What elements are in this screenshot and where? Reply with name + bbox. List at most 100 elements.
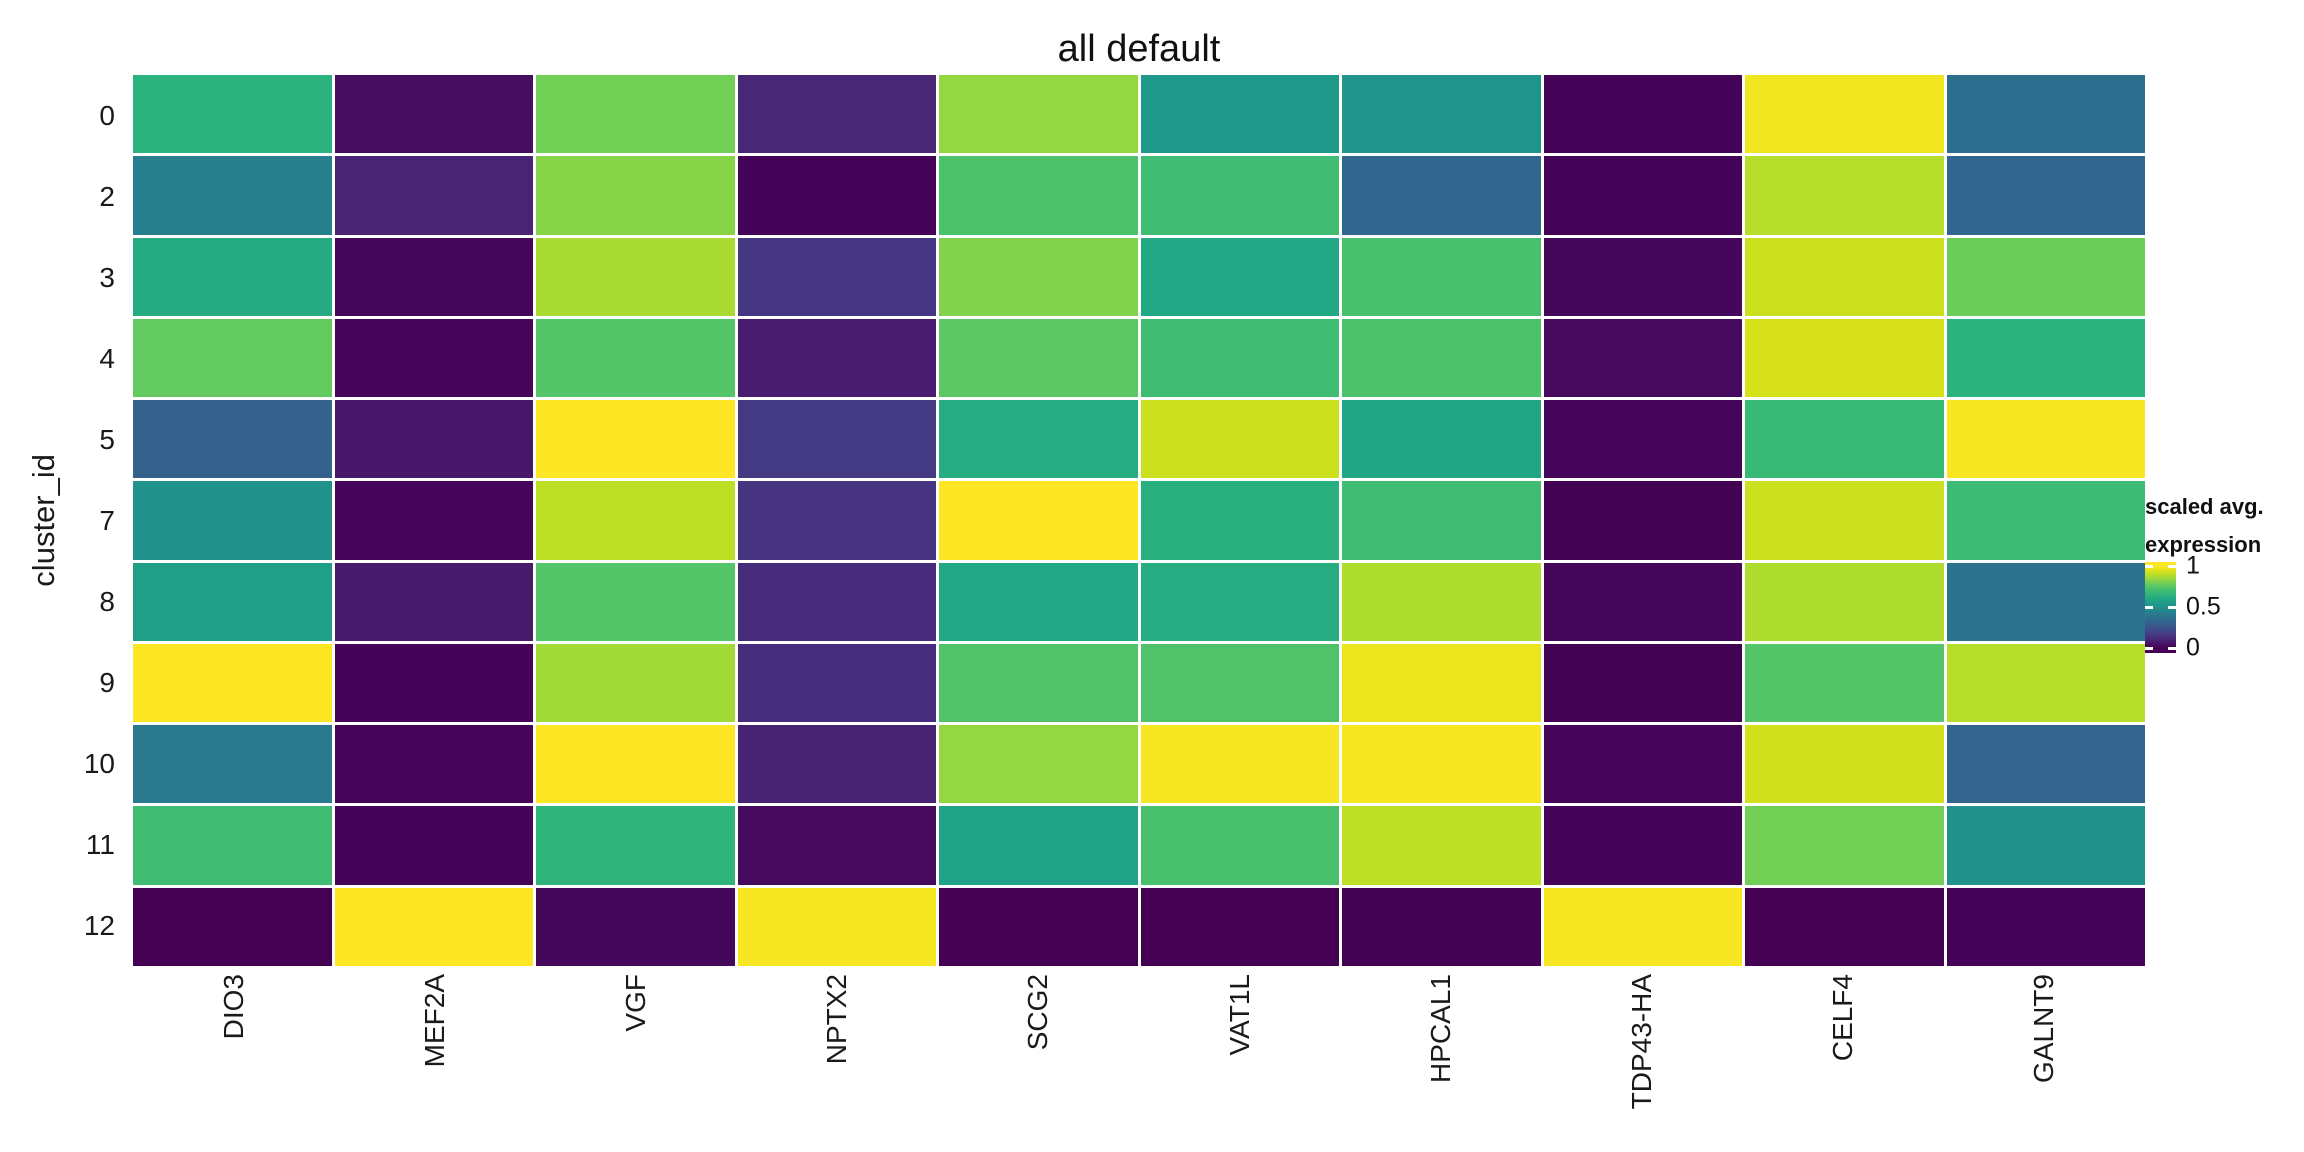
heatmap-cell (133, 562, 332, 641)
x-tick-label-cell: MEF2A (334, 974, 535, 1152)
y-tick-label: 12 (83, 909, 115, 941)
heatmap-cell (334, 725, 533, 804)
heatmap-cell (939, 643, 1138, 723)
heatmap-cell (737, 562, 936, 641)
heatmap-cell (334, 806, 533, 885)
heatmap-cell (737, 400, 936, 479)
heatmap-cell (737, 806, 936, 885)
x-tick-label-cell: GALNT9 (1944, 974, 2145, 1152)
legend-tick-label: 1 (2186, 551, 2200, 580)
heatmap-cell (536, 318, 735, 398)
heatmap-cell (536, 643, 735, 723)
y-tick-label: 10 (83, 747, 115, 779)
heatmap-cell (1745, 400, 1944, 479)
x-tick-labels: DIO3 MEF2A VGF NPTX2 SCG2 VAT1L HPCAL1 TDP43-HA… (133, 974, 2145, 1152)
heatmap-cell (1140, 562, 1339, 641)
heatmap-cell (1543, 887, 1742, 966)
legend-tick-mark (2168, 605, 2176, 609)
heatmap-cell (1342, 643, 1541, 723)
x-tick-label: GALNT9 (2028, 974, 2060, 1083)
heatmap-cell (1745, 562, 1944, 641)
y-tick-label: 2 (99, 180, 115, 212)
heatmap-cell (939, 237, 1138, 316)
legend-tick-mark (2168, 646, 2176, 650)
y-tick-label: 5 (99, 423, 115, 455)
heatmap-cell (1543, 806, 1742, 885)
heatmap-cell (536, 725, 735, 804)
heatmap-cell (1946, 318, 2145, 398)
heatmap-cell (1946, 481, 2145, 560)
legend-tick-label: 0 (2186, 633, 2200, 662)
x-tick-label-cell: SCG2 (938, 974, 1139, 1152)
heatmap-cell (1342, 400, 1541, 479)
heatmap-cell (536, 562, 735, 641)
x-tick-label: TDP43-HA (1626, 974, 1658, 1110)
heatmap-cell (1745, 237, 1944, 316)
heatmap-cell (939, 562, 1138, 641)
heatmap-cell (1140, 318, 1339, 398)
heatmap-cell (939, 887, 1138, 966)
heatmap-cell (1946, 887, 2145, 966)
heatmap-cell (1543, 725, 1742, 804)
heatmap-cell (1745, 887, 1944, 966)
heatmap-cell (1946, 725, 2145, 804)
heatmap-cell (1342, 725, 1541, 804)
heatmap-cell (536, 75, 735, 154)
heatmap-cell (133, 887, 332, 966)
y-tick-label: 9 (99, 666, 115, 698)
y-tick-label: 0 (99, 99, 115, 131)
heatmap-cell (1745, 156, 1944, 235)
heatmap-cell (1543, 562, 1742, 641)
heatmap-cell (1543, 318, 1742, 398)
heatmap-cell (1140, 643, 1339, 723)
heatmap-cell (1543, 481, 1742, 560)
heatmap-cell (1140, 887, 1339, 966)
heatmap-cell (1140, 481, 1339, 560)
heatmap-cell (536, 400, 735, 479)
x-tick-label: SCG2 (1022, 974, 1054, 1051)
heatmap-cell (939, 156, 1138, 235)
heatmap-cell (133, 237, 332, 316)
x-tick-label: NPTX2 (821, 974, 853, 1065)
heatmap-cell (1342, 887, 1541, 966)
heatmap-cell (1543, 237, 1742, 316)
heatmap-cell (1342, 237, 1541, 316)
heatmap-cell (1140, 75, 1339, 154)
heatmap-cell (1946, 75, 2145, 154)
heatmap-cell (133, 156, 332, 235)
heatmap-cell (737, 481, 936, 560)
heatmap-cell (536, 481, 735, 560)
legend-tick-mark (2145, 646, 2153, 650)
heatmap-cell (1745, 481, 1944, 560)
heatmap-cell (1140, 156, 1339, 235)
legend: scaled avg. expression 1 0.5 0 (2145, 488, 2304, 662)
heatmap-cell (133, 725, 332, 804)
x-tick-label-cell: VGF (535, 974, 736, 1152)
heatmap-cell (939, 75, 1138, 154)
heatmap-cell (334, 887, 533, 966)
heatmap-cell (334, 237, 533, 316)
heatmap-cell (1543, 156, 1742, 235)
heatmap-cell (939, 806, 1138, 885)
heatmap-cell (334, 562, 533, 641)
heatmap-cell (1946, 156, 2145, 235)
heatmap-cell (1745, 318, 1944, 398)
heatmap-cell (737, 75, 936, 154)
heatmap-cell (334, 643, 533, 723)
legend-title-line1: scaled avg. (2145, 494, 2264, 519)
heatmap-cell (939, 481, 1138, 560)
heatmap-cell (1745, 725, 1944, 804)
heatmap-cell (1140, 237, 1339, 316)
y-tick-label: 4 (99, 342, 115, 374)
heatmap-cell (334, 75, 533, 154)
heatmap-cell (1946, 643, 2145, 723)
x-tick-label: VAT1L (1223, 974, 1255, 1056)
x-tick-label: HPCAL1 (1424, 974, 1456, 1083)
legend-tick-mark (2168, 564, 2176, 568)
heatmap-cell (1745, 75, 1944, 154)
heatmap-cell (1946, 806, 2145, 885)
heatmap-cell (334, 400, 533, 479)
heatmap-cell (737, 643, 936, 723)
y-tick-label: 11 (85, 828, 115, 860)
